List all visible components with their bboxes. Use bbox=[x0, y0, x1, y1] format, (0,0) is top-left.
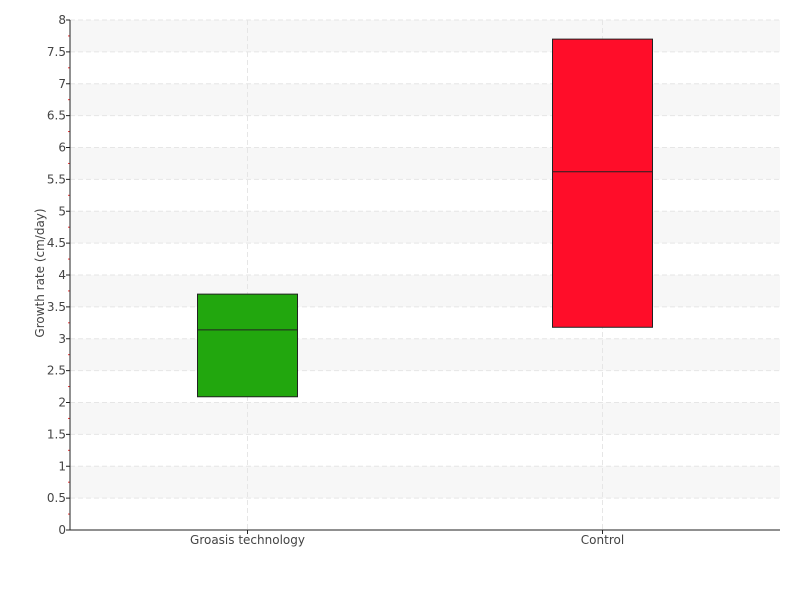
gridlines bbox=[70, 19, 780, 530]
band bbox=[70, 338, 780, 371]
y-tick-label: 2 bbox=[58, 396, 66, 410]
background-bands bbox=[70, 20, 780, 499]
y-tick-label: 1 bbox=[58, 459, 66, 473]
band bbox=[70, 20, 780, 52]
y-tick-label: 5 bbox=[58, 204, 66, 218]
y-tick-label: 4 bbox=[58, 268, 66, 282]
band bbox=[70, 275, 780, 307]
box-0 bbox=[197, 293, 298, 398]
y-tick-label: 7 bbox=[58, 77, 66, 91]
y-tick-label: 3.5 bbox=[47, 300, 66, 314]
band bbox=[70, 147, 780, 180]
x-tick-label: Control bbox=[581, 533, 624, 547]
y-tick-label: 8 bbox=[58, 13, 66, 27]
y-tick-label: 0.5 bbox=[47, 491, 66, 505]
y-tick-label: 6.5 bbox=[47, 109, 66, 123]
band bbox=[70, 83, 780, 116]
y-tick-label: 5.5 bbox=[47, 172, 66, 186]
y-tick-label: 0 bbox=[58, 523, 66, 537]
box-1 bbox=[552, 38, 653, 328]
y-tick-label: 4.5 bbox=[47, 236, 66, 250]
band bbox=[70, 466, 780, 499]
y-axis-label: Growth rate (cm/day) bbox=[33, 208, 47, 337]
x-tick-label: Groasis technology bbox=[190, 533, 305, 547]
y-tick-label: 2.5 bbox=[47, 364, 66, 378]
axes: 0 0.5 1 1.5 2 2.5 3 3.5 4 4.5 5 5.5 6 6.5 7 7.5 8 Groasis… bbox=[47, 13, 780, 547]
band bbox=[70, 402, 780, 435]
boxes bbox=[197, 38, 653, 398]
y-tick-label: 1.5 bbox=[47, 427, 66, 441]
band bbox=[70, 211, 780, 244]
y-tick-label: 6 bbox=[58, 141, 66, 155]
y-tick-label: 7.5 bbox=[47, 45, 66, 59]
y-tick-label: 3 bbox=[58, 332, 66, 346]
